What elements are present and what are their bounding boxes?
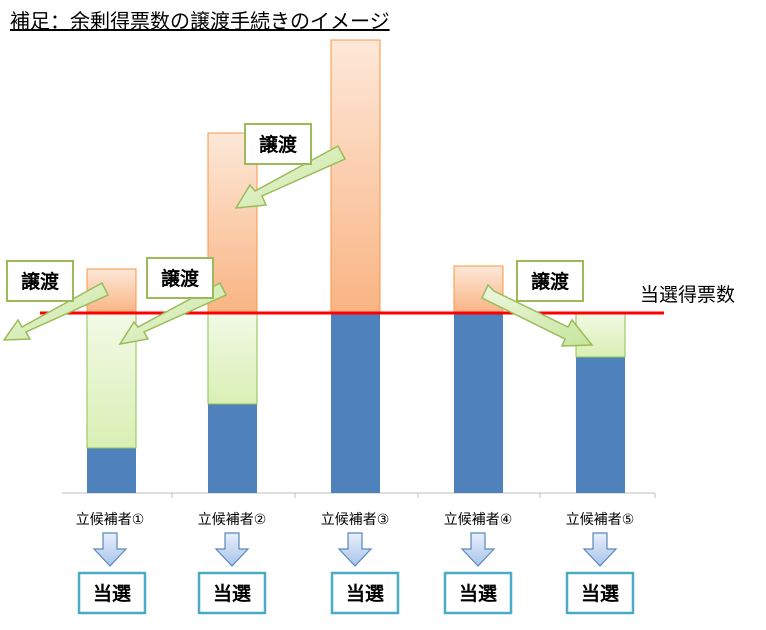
candidate-label: 立候補者① bbox=[76, 512, 145, 528]
elected-box: 当選 bbox=[443, 571, 513, 615]
down-arrow-icon bbox=[460, 532, 496, 567]
bar-2-blue bbox=[208, 404, 257, 493]
elected-label: 当選 bbox=[346, 582, 384, 605]
bar-3-blue bbox=[331, 313, 380, 493]
down-arrow-icon bbox=[92, 532, 128, 567]
down-arrow-icon bbox=[337, 532, 373, 567]
transfer-label-box: 譲渡 bbox=[244, 123, 312, 165]
transfer-arrow bbox=[2, 281, 110, 341]
elected-box: 当選 bbox=[197, 571, 267, 615]
transfer-label: 譲渡 bbox=[259, 133, 298, 156]
elected-box: 当選 bbox=[565, 571, 635, 615]
down-arrow-icon bbox=[214, 532, 250, 567]
bar-4-blue bbox=[454, 313, 503, 493]
candidate-label: 立候補者② bbox=[198, 512, 267, 528]
transfer-label: 譲渡 bbox=[531, 270, 570, 293]
quota-line-label: 当選得票数 bbox=[640, 284, 735, 306]
candidate-label: 立候補者③ bbox=[321, 512, 390, 528]
transfer-label-box: 譲渡 bbox=[146, 257, 214, 299]
elected-box: 当選 bbox=[330, 571, 400, 615]
candidate-label: 立候補者④ bbox=[444, 512, 513, 528]
transfer-label-box: 譲渡 bbox=[516, 260, 584, 302]
page-title: 補足：余剰得票数の譲渡手続きのイメージ bbox=[10, 9, 390, 33]
elected-label: 当選 bbox=[213, 582, 251, 605]
transfer-arrow bbox=[481, 283, 594, 347]
transfer-label: 譲渡 bbox=[21, 270, 60, 293]
transfer-arrow bbox=[234, 144, 347, 209]
transfer-label-box: 譲渡 bbox=[6, 260, 74, 302]
bar-3-surplus bbox=[330, 39, 381, 314]
bar-2-received bbox=[207, 312, 258, 405]
elected-label: 当選 bbox=[581, 582, 619, 605]
bar-1-blue bbox=[87, 448, 136, 493]
elected-label: 当選 bbox=[459, 582, 497, 605]
elected-box: 当選 bbox=[77, 571, 147, 615]
bar-4-surplus bbox=[453, 265, 504, 314]
bar-5-blue bbox=[576, 357, 625, 493]
down-arrow-icon bbox=[582, 532, 618, 567]
candidate-label: 立候補者⑤ bbox=[566, 512, 635, 528]
elected-label: 当選 bbox=[93, 582, 131, 605]
transfer-label: 譲渡 bbox=[161, 267, 200, 290]
